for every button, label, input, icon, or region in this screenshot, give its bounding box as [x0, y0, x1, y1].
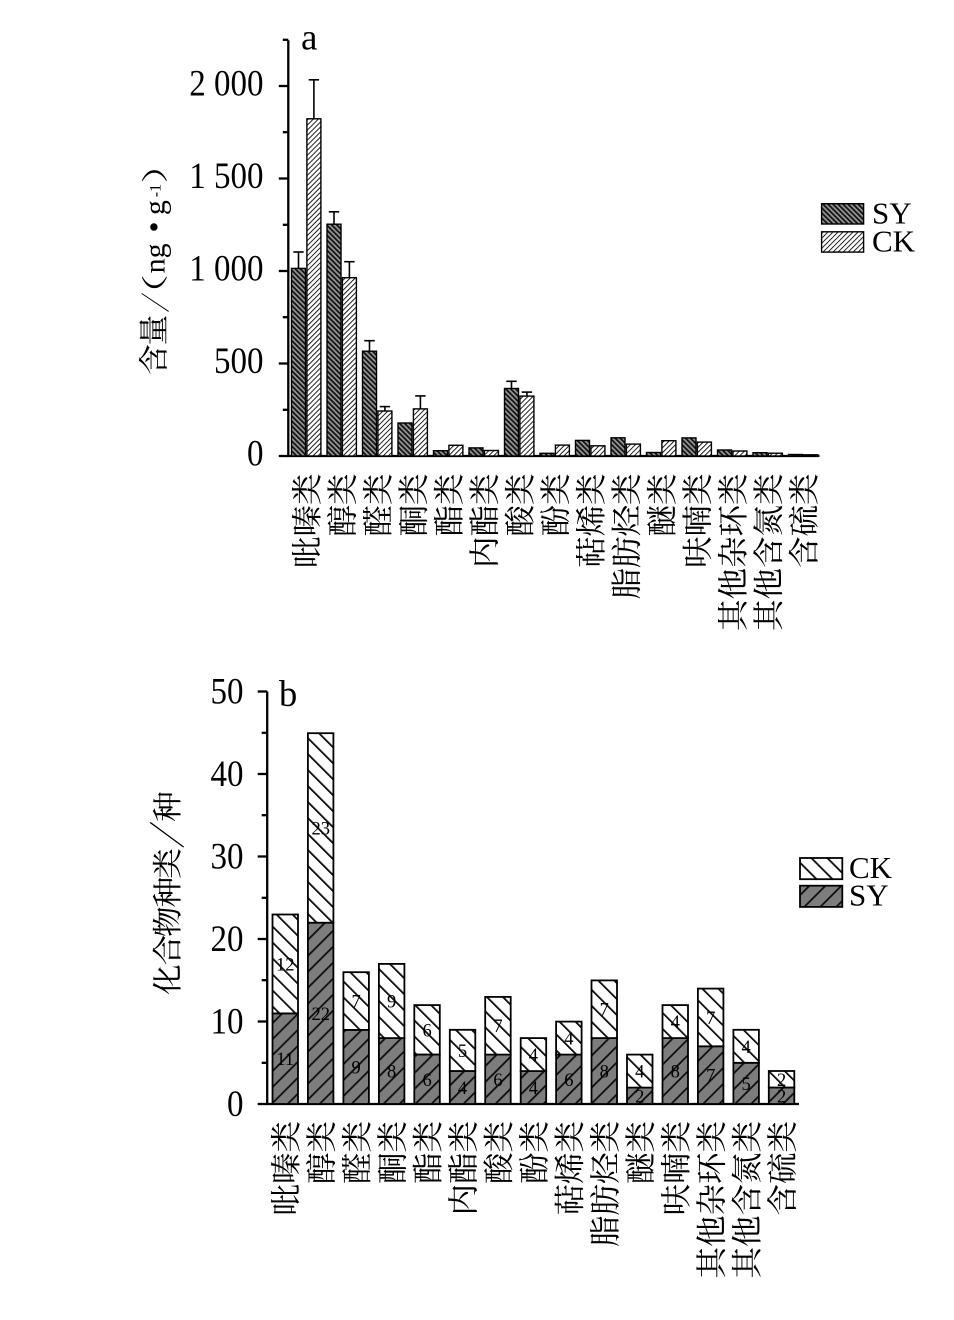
svg-text:8: 8 [671, 1063, 680, 1083]
svg-text:2: 2 [777, 1071, 786, 1091]
svg-text:9: 9 [351, 1058, 360, 1078]
svg-text:7: 7 [351, 993, 360, 1013]
svg-text:30: 30 [211, 836, 244, 877]
svg-text:500: 500 [214, 340, 263, 381]
svg-text:11: 11 [276, 1050, 294, 1070]
svg-text:7: 7 [600, 1001, 609, 1021]
svg-text:CK: CK [872, 224, 916, 259]
svg-text:5: 5 [458, 1042, 467, 1062]
svg-text:23: 23 [311, 820, 330, 840]
svg-text:7: 7 [493, 1017, 502, 1037]
svg-text:a: a [301, 18, 317, 59]
svg-text:1 500: 1 500 [189, 155, 263, 196]
svg-text:CK: CK [849, 850, 893, 885]
svg-text:b: b [279, 673, 297, 714]
svg-text:40: 40 [211, 753, 244, 794]
svg-text:5: 5 [741, 1075, 750, 1095]
svg-text:0: 0 [247, 432, 264, 473]
svg-text:4: 4 [635, 1063, 644, 1083]
svg-text:ng: ng [139, 243, 172, 273]
svg-text:7: 7 [706, 1009, 715, 1029]
svg-text:4: 4 [529, 1079, 538, 1099]
svg-text:50: 50 [211, 671, 244, 712]
svg-text:0: 0 [227, 1083, 244, 1124]
svg-text:9: 9 [387, 993, 396, 1013]
svg-text:8: 8 [600, 1063, 609, 1083]
svg-text:2: 2 [777, 1087, 786, 1107]
svg-text:20: 20 [211, 918, 244, 959]
svg-text:g: g [139, 200, 172, 215]
svg-text:8: 8 [387, 1063, 396, 1083]
svg-text:4: 4 [671, 1013, 680, 1033]
svg-text:6: 6 [564, 1071, 573, 1091]
svg-text:-1: -1 [147, 184, 164, 197]
svg-text:SY: SY [849, 878, 889, 913]
svg-text:22: 22 [311, 1005, 330, 1025]
svg-text:4: 4 [529, 1046, 538, 1066]
svg-text:7: 7 [706, 1067, 715, 1087]
svg-text:10: 10 [211, 1001, 244, 1042]
svg-text:2 000: 2 000 [189, 62, 263, 103]
svg-text:1 000: 1 000 [189, 247, 263, 288]
svg-text:6: 6 [422, 1021, 431, 1041]
svg-text:4: 4 [458, 1079, 467, 1099]
svg-text:SY: SY [872, 196, 912, 231]
svg-text:4: 4 [741, 1038, 750, 1058]
svg-text:2: 2 [635, 1087, 644, 1107]
svg-text:12: 12 [276, 955, 295, 975]
svg-text:6: 6 [493, 1071, 502, 1091]
svg-text:4: 4 [564, 1030, 573, 1050]
svg-text:6: 6 [422, 1071, 431, 1091]
